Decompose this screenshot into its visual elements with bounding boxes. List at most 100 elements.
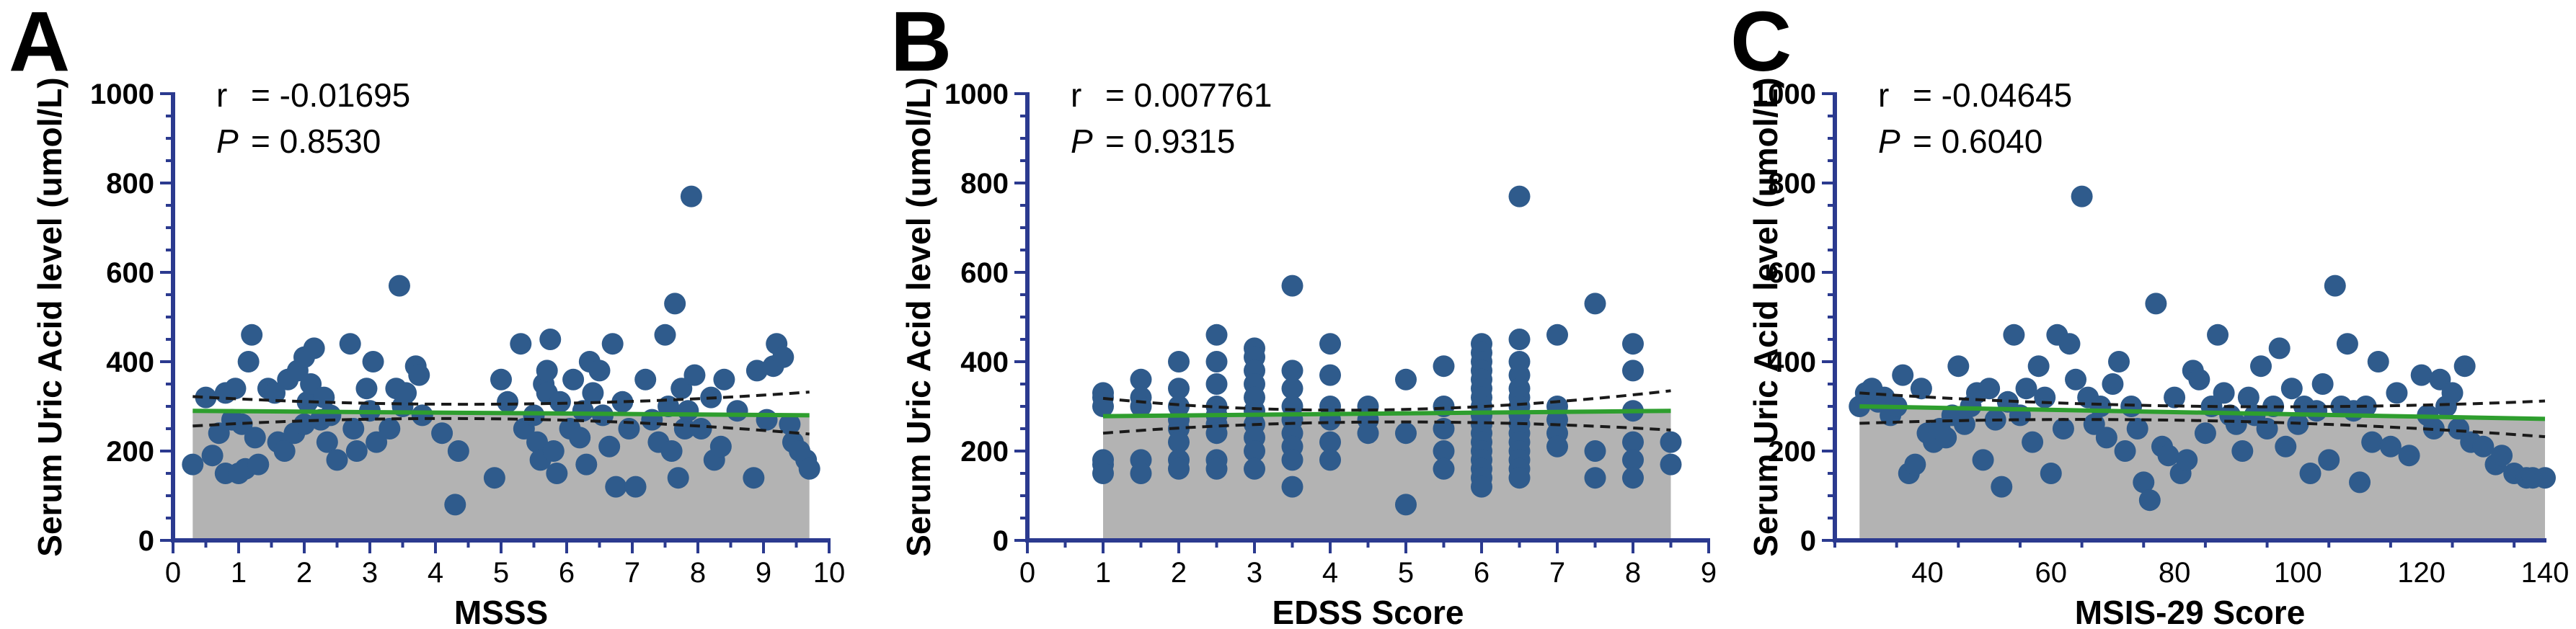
data-point	[1395, 494, 1417, 516]
data-point	[408, 364, 430, 386]
data-point	[2114, 440, 2136, 462]
data-point	[2194, 422, 2216, 445]
data-point	[1168, 351, 1190, 373]
data-point	[326, 449, 348, 471]
data-point	[247, 453, 270, 476]
data-point	[598, 435, 621, 458]
data-point	[1244, 440, 1265, 462]
data-point	[677, 400, 699, 422]
panel-a: A 0 200 400 600 800 1000 0 1 2 3 4 5 6 7 8 9 10 MSSS Serum …	[9, 0, 845, 629]
data-point	[2367, 351, 2389, 373]
data-point	[1910, 378, 1932, 400]
x-tick-label: 8	[690, 557, 706, 589]
data-point	[1471, 476, 1492, 498]
data-point	[2237, 386, 2259, 409]
y-tick-label: 0	[993, 525, 1009, 557]
data-point	[273, 440, 296, 462]
data-point	[618, 418, 640, 440]
r-value: = -0.01695	[251, 76, 410, 114]
data-point	[201, 445, 223, 467]
p-value: = 0.8530	[251, 122, 381, 160]
regression-line	[1859, 404, 2546, 421]
data-point	[2089, 396, 2112, 417]
data-point	[379, 418, 401, 440]
p-label: P	[1071, 122, 1093, 160]
data-point	[1130, 368, 1152, 391]
data-point	[601, 333, 624, 355]
data-point	[1660, 431, 1682, 453]
y-tick-label: 400	[960, 347, 1009, 378]
data-point	[1584, 293, 1606, 315]
data-point	[611, 391, 634, 413]
x-tick-label: 1	[1095, 557, 1111, 589]
x-tick-label: 3	[1247, 557, 1262, 589]
data-point	[264, 382, 286, 404]
data-point	[1168, 431, 1190, 453]
y-tick-label: 1000	[90, 79, 154, 110]
data-point	[388, 275, 410, 297]
x-tick-label: 3	[362, 557, 378, 589]
data-point	[195, 386, 217, 409]
y-tick-label: 600	[106, 257, 154, 289]
x-tick-label: 9	[756, 557, 771, 589]
x-tick-label: 7	[624, 557, 640, 589]
data-point	[2108, 351, 2130, 373]
data-point	[1584, 467, 1606, 489]
x-tick-label: 0	[165, 557, 181, 589]
data-point	[2491, 445, 2513, 467]
y-tick-label: 200	[106, 436, 154, 468]
panel-letter: C	[1730, 0, 1792, 89]
data-point	[1244, 458, 1265, 480]
x-tick-label: 100	[2274, 557, 2322, 589]
data-point	[1508, 185, 1531, 208]
panel-b: B 0 200 400 600 800 1000 0 1 2 3 4 5 6 7 8 9 EDSS Score Se…	[890, 0, 1717, 629]
ci-upper-band	[192, 391, 810, 406]
p-value: = 0.9315	[1105, 122, 1235, 160]
ci-upper-band	[1102, 389, 1671, 412]
data-point	[2361, 431, 2384, 453]
data-point	[293, 413, 315, 435]
data-point	[1508, 329, 1531, 350]
data-point	[2133, 471, 2155, 494]
data-point	[536, 360, 558, 382]
data-point	[1281, 476, 1304, 498]
data-point	[713, 368, 735, 391]
data-point	[444, 494, 466, 516]
data-point	[366, 431, 388, 453]
data-point	[2231, 440, 2254, 462]
p-label: P	[1878, 122, 1900, 160]
x-tick-label: 10	[813, 557, 846, 589]
data-point	[1319, 449, 1341, 471]
data-point	[296, 391, 319, 413]
data-point	[549, 391, 571, 413]
data-point	[1904, 453, 1926, 476]
data-point	[1281, 449, 1304, 471]
data-point	[237, 351, 260, 373]
data-point	[1357, 422, 1379, 445]
data-point	[526, 431, 549, 453]
ci-lower-band	[1859, 418, 2546, 439]
x-tick-label: 40	[1911, 557, 1944, 589]
data-point	[1281, 378, 1304, 400]
data-point	[1508, 467, 1531, 489]
x-tick-label: 2	[296, 557, 312, 589]
panel-c: C 0 200 400 600 800 1000 40 60 80 100 120 140 MSIS-29…	[1730, 0, 2569, 629]
data-point	[2207, 324, 2229, 346]
x-axis-title: EDSS Score	[1272, 594, 1464, 629]
data-point	[2027, 355, 2050, 378]
data-point	[2349, 471, 2371, 494]
data-point	[2034, 386, 2056, 409]
data-point	[490, 368, 512, 391]
data-point	[339, 333, 361, 355]
data-point	[2188, 368, 2210, 391]
x-tick-label: 120	[2397, 557, 2446, 589]
x-tick-label: 4	[1322, 557, 1338, 589]
r-label: r	[1878, 76, 1889, 114]
data-point	[779, 413, 801, 435]
data-point	[1622, 467, 1644, 489]
data-point	[319, 404, 342, 427]
data-point	[2015, 378, 2037, 400]
data-point	[1205, 373, 1228, 395]
data-point	[1546, 435, 1568, 458]
